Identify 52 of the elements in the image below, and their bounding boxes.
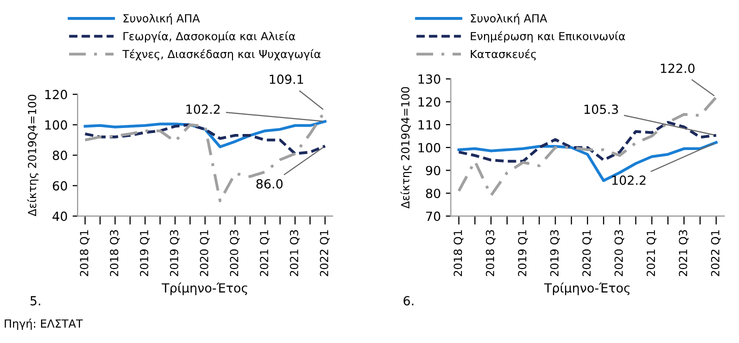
x-tick-label: 2020 Q3 (230, 230, 240, 276)
annotation: 102.2 (186, 104, 220, 114)
text: 5. (30, 296, 40, 306)
y-axis-title: Δείκτης 2019Q4=100 (27, 94, 38, 216)
x-tick-label: 2018 Q3 (486, 230, 496, 276)
x-tick-label: 2019 Q1 (518, 230, 528, 276)
x-tick-label: 2019 Q3 (170, 230, 180, 276)
x-tick-label: 2018 Q1 (454, 230, 464, 276)
x-tick-label: 2021 Q1 (260, 230, 270, 276)
annotation: 122.0 (660, 64, 695, 74)
text: Πηγή: ΕΛΣΤΑΤ (4, 318, 83, 330)
legend-label: Συνολική ΑΠΑ (124, 13, 200, 25)
line-series (84, 123, 326, 156)
x-tick-label: 2018 Q1 (80, 230, 90, 276)
legend-label: Ενημέρωση και Επικοινωνία (470, 31, 626, 42)
x-tick-label: 2019 Q3 (550, 230, 560, 276)
y-tick-label: 80 (52, 150, 68, 160)
x-axis-title: Τρίμηνο-Έτος (162, 282, 248, 296)
legend-label: Κατασκευές (470, 49, 536, 60)
y-tick-label: 80 (426, 188, 440, 198)
x-tick-label: 2022 Q1 (710, 230, 721, 276)
legend-label: Γεωργία, Δασοκομία και Αλιεία (124, 31, 296, 42)
y-tick-label: 100 (418, 142, 440, 152)
y-tick-label: 90 (426, 166, 440, 176)
annotation: 86.0 (256, 179, 283, 189)
x-tick-label: 2021 Q3 (290, 230, 300, 276)
x-tick-label: 2019 Q1 (140, 230, 150, 276)
y-tick-label: 100 (45, 120, 68, 130)
x-tick-label: 2020 Q1 (582, 230, 592, 276)
y-tick-label: 110 (418, 120, 440, 130)
y-tick-label: 40 (52, 212, 68, 222)
x-tick-label: 2020 Q3 (614, 230, 624, 276)
x-axis-title: Τρίμηνο-Έτος (544, 282, 630, 296)
x-tick-label: 2021 Q3 (678, 230, 689, 276)
line-series (457, 120, 718, 163)
x-tick-label: 2018 Q3 (110, 230, 120, 276)
y-tick-label: 60 (52, 181, 68, 191)
x-tick-label: 2021 Q1 (646, 230, 656, 276)
annotation: 109.1 (270, 74, 304, 84)
x-tick-label: 2022 Q1 (320, 230, 330, 276)
y-tick-label: 120 (45, 90, 68, 100)
y-axis-title: Δείκτης 2019Q4=100 (400, 87, 412, 209)
text: 6. (404, 296, 414, 306)
legend-label: Συνολική ΑΠΑ (470, 13, 548, 25)
y-tick-label: 130 (418, 74, 440, 84)
annotation: 105.3 (584, 104, 618, 114)
legend-label: Τέχνες, Διασκέδαση και Ψυχαγωγία (122, 49, 321, 60)
line-series (457, 96, 718, 197)
x-tick-label: 2020 Q1 (200, 230, 210, 276)
y-tick-label: 120 (418, 97, 440, 107)
annotation: 102.2 (612, 176, 646, 185)
y-tick-label: 70 (426, 212, 440, 222)
